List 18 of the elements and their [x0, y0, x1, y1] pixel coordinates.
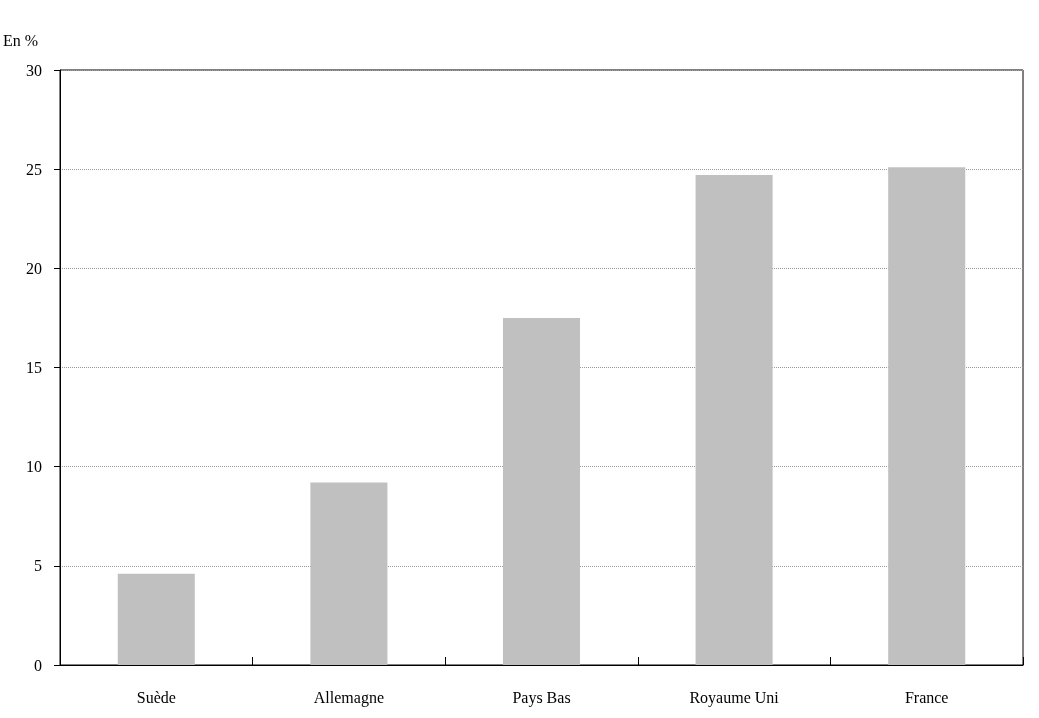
x-tick-label: Royaume Uni	[689, 688, 780, 707]
bar	[310, 482, 388, 665]
x-tick-label: France	[904, 688, 949, 706]
y-tick-label: 10	[26, 458, 42, 476]
bar	[502, 317, 581, 665]
x-tick-label: Allemagne	[313, 688, 384, 707]
x-tick-label: Suède	[136, 688, 176, 706]
bar	[695, 175, 773, 665]
y-tick-label: 0	[34, 656, 42, 674]
y-tick-label: 15	[26, 359, 42, 376]
x-tick-label: Pays Bas	[512, 688, 571, 707]
bar	[888, 167, 966, 665]
y-axis-title: En %	[3, 31, 39, 49]
y-tick-label: 5	[34, 557, 42, 575]
y-tick-label: 30	[26, 61, 42, 79]
y-tick-label: 25	[26, 160, 42, 178]
y-tick-label: 20	[26, 259, 42, 277]
bar	[117, 573, 195, 665]
